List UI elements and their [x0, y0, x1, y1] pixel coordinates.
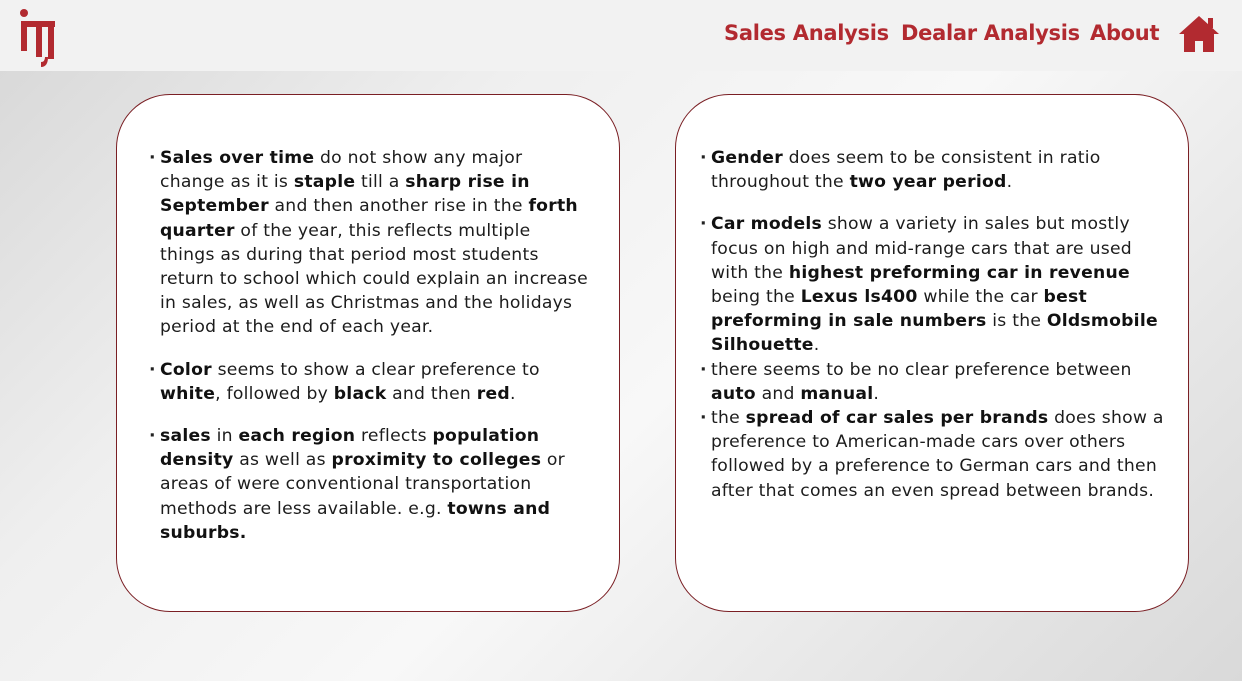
bullet-emphasis: proximity to colleges [331, 450, 542, 471]
bullet-emphasis: each region [238, 426, 356, 447]
bullet-item: Gender does seem to be consistent in rat… [700, 146, 1170, 194]
bullet-emphasis: sharp rise in September [160, 172, 530, 217]
bullet-emphasis: Gender [711, 148, 783, 168]
bullet-text: the [711, 408, 746, 429]
bullet-text: as well as [233, 450, 332, 471]
bullet-text: does show a preference to American-made … [711, 408, 1164, 501]
bullet-emphasis: Car models [711, 214, 822, 235]
bullet-item: there seems to be no clear preference be… [700, 358, 1170, 406]
bullet-text: . [509, 383, 516, 404]
bullet-text: . [813, 335, 820, 356]
nav-sales-analysis[interactable]: Sales Analysis [724, 21, 889, 45]
bullet-emphasis: two year period [849, 172, 1007, 193]
bullet-emphasis: black [333, 383, 387, 404]
bullet-text: is the [986, 311, 1047, 332]
bullet-text: there seems to be no clear preference be… [711, 359, 1132, 380]
bullet-emphasis: forth quarter [160, 196, 578, 241]
bullet-item: Color seems to show a clear preference t… [149, 358, 589, 406]
bullet-emphasis: Sales over time [160, 148, 315, 168]
bullet-item: Car models show a variety in sales but m… [700, 212, 1170, 357]
bullet-emphasis: best preforming in sale numbers [711, 287, 1087, 332]
top-bar: Sales Analysis Dealar Analysis About [0, 0, 1242, 71]
bullet-text: in [210, 426, 239, 447]
bullet-emphasis: highest preforming car in revenue [788, 262, 1130, 283]
bullet-text: . [873, 383, 880, 404]
bullet-item: Sales over time do not show any major ch… [149, 146, 589, 340]
bullet-emphasis: population density [160, 426, 540, 471]
insights-card-right: Gender does seem to be consistent in rat… [675, 94, 1189, 612]
iti-logo-icon[interactable] [17, 9, 59, 69]
left-bullet-list: Sales over time do not show any major ch… [149, 146, 589, 545]
bullet-text: and then another rise in the [268, 196, 529, 217]
bullet-text: being the [711, 287, 801, 308]
bullet-emphasis: Color [160, 359, 212, 380]
bullet-text: seems to show a clear preference to [211, 359, 540, 380]
bullet-text: reflects [355, 426, 433, 447]
bullet-emphasis: auto [711, 383, 756, 404]
nav-about[interactable]: About [1090, 21, 1160, 45]
bullet-text: do not show any major change as it is [160, 148, 523, 193]
bullet-text: , followed by [215, 383, 334, 404]
home-icon[interactable] [1179, 15, 1219, 53]
bullet-emphasis: towns and suburbs. [160, 498, 551, 543]
bullet-emphasis: manual [800, 383, 874, 404]
bullet-text: while the car [917, 287, 1044, 308]
bullet-text: till a [355, 172, 406, 193]
bullet-text: . [1006, 172, 1013, 193]
bullet-emphasis: white [160, 383, 216, 404]
nav-dealar-analysis[interactable]: Dealar Analysis [901, 21, 1080, 45]
bullet-text: and [755, 383, 801, 404]
bullet-emphasis: Lexus ls400 [800, 287, 918, 308]
bullet-text: or areas of were conventional transporta… [160, 450, 565, 519]
bullet-emphasis: red [476, 383, 510, 404]
bullet-text: does seem to be consistent in ratio thro… [711, 148, 1101, 193]
bullet-text: show a variety in sales but mostly focus… [711, 214, 1132, 283]
bullet-text: of the year, this reflects multiple thin… [160, 220, 588, 338]
right-bullet-list: Gender does seem to be consistent in rat… [700, 146, 1170, 503]
bullet-text: and then [386, 383, 477, 404]
bullet-item: the spread of car sales per brands does … [700, 406, 1170, 503]
bullet-emphasis: Oldsmobile Silhouette [711, 311, 1158, 356]
bullet-emphasis: sales [160, 426, 211, 447]
bullet-emphasis: staple [293, 172, 356, 193]
bullet-emphasis: spread of car sales per brands [745, 408, 1049, 429]
insights-card-left: Sales over time do not show any major ch… [116, 94, 620, 612]
bullet-item: sales in each region reflects population… [149, 424, 589, 545]
